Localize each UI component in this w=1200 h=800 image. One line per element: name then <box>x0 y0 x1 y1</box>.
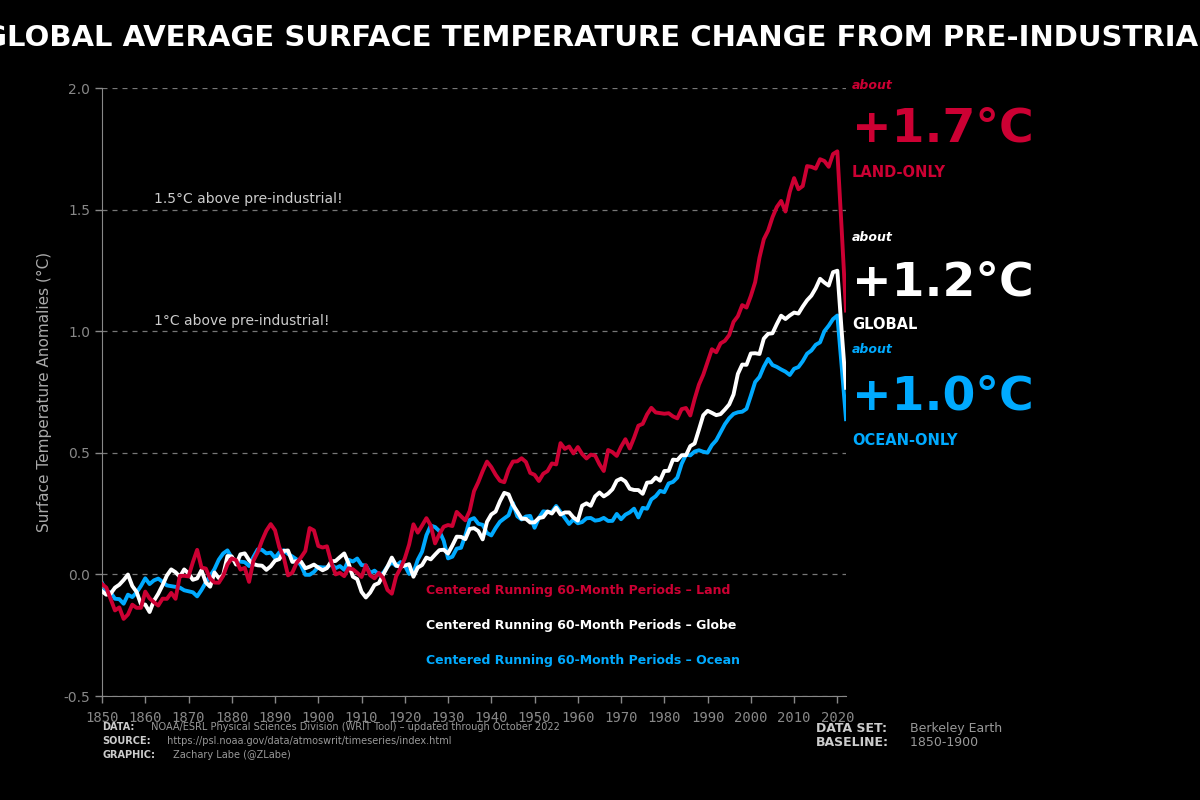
Text: Zachary Labe (@ZLabe): Zachary Labe (@ZLabe) <box>170 750 292 760</box>
Y-axis label: Surface Temperature Anomalies (°C): Surface Temperature Anomalies (°C) <box>37 252 53 532</box>
Text: GRAPHIC:: GRAPHIC: <box>102 750 155 760</box>
Text: BASELINE:: BASELINE: <box>816 736 889 749</box>
Text: 1850-1900: 1850-1900 <box>906 736 978 749</box>
Text: +1.7°C: +1.7°C <box>852 107 1033 152</box>
Text: +1.0°C: +1.0°C <box>852 375 1033 420</box>
Text: LAND-ONLY: LAND-ONLY <box>852 165 946 180</box>
Text: DATA SET:: DATA SET: <box>816 722 887 734</box>
Text: GLOBAL: GLOBAL <box>852 317 917 332</box>
Text: Centered Running 60-Month Periods – Globe: Centered Running 60-Month Periods – Glob… <box>426 618 736 632</box>
Text: https://psl.noaa.gov/data/atmoswrit/timeseries/index.html: https://psl.noaa.gov/data/atmoswrit/time… <box>164 736 452 746</box>
Text: 1°C above pre-industrial!: 1°C above pre-industrial! <box>154 314 330 327</box>
Text: Centered Running 60-Month Periods – Land: Centered Running 60-Month Periods – Land <box>426 583 730 597</box>
Text: DATA:: DATA: <box>102 722 134 731</box>
Text: Berkeley Earth: Berkeley Earth <box>906 722 1002 734</box>
Text: about: about <box>852 79 893 92</box>
Text: SOURCE:: SOURCE: <box>102 736 151 746</box>
Text: about: about <box>852 231 893 244</box>
Text: OCEAN-ONLY: OCEAN-ONLY <box>852 433 958 448</box>
Text: Centered Running 60-Month Periods – Ocean: Centered Running 60-Month Periods – Ocea… <box>426 654 739 667</box>
Text: +1.2°C: +1.2°C <box>852 261 1033 306</box>
Text: about: about <box>852 343 893 356</box>
Text: NOAA/ESRL Physical Sciences Division (WRIT Tool) – updated through October 2022: NOAA/ESRL Physical Sciences Division (WR… <box>148 722 559 731</box>
Text: GLOBAL AVERAGE SURFACE TEMPERATURE CHANGE FROM PRE-INDUSTRIAL: GLOBAL AVERAGE SURFACE TEMPERATURE CHANG… <box>0 24 1200 52</box>
Text: 1.5°C above pre-industrial!: 1.5°C above pre-industrial! <box>154 192 343 206</box>
